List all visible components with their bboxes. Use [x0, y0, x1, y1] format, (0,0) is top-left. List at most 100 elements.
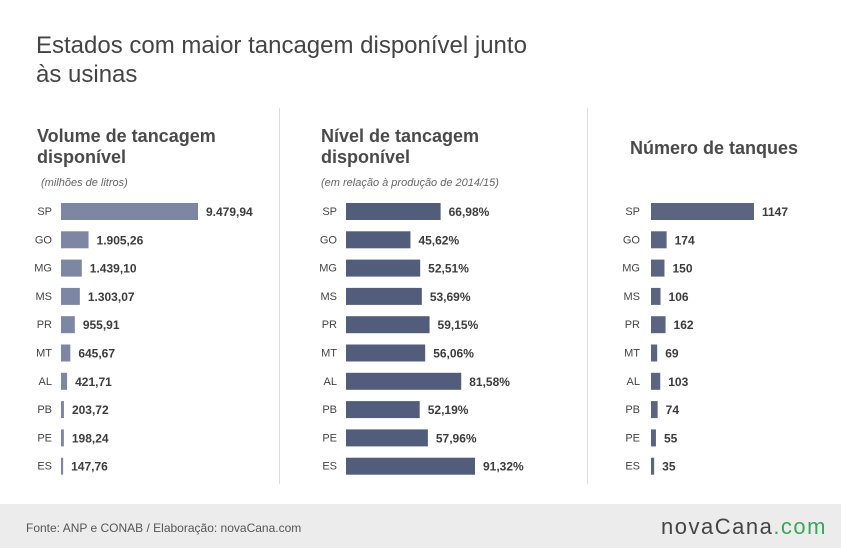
category-label: ES	[322, 461, 337, 473]
value-label: 45,62%	[418, 233, 459, 247]
category-label: MS	[321, 291, 338, 303]
category-label: PR	[322, 319, 337, 331]
category-label: MG	[622, 263, 640, 275]
category-label: GO	[35, 234, 53, 246]
category-label: MG	[34, 263, 52, 275]
brand-logo[interactable]: novaCana.com	[661, 514, 827, 540]
category-label: PB	[37, 404, 52, 416]
bar	[61, 401, 64, 419]
bar	[346, 401, 420, 419]
value-label: 198,24	[72, 431, 109, 445]
panel-title: Nível de tancagem disponível	[321, 126, 480, 167]
value-label: 59,15%	[438, 318, 479, 332]
category-label: AL	[39, 376, 52, 388]
panel-title: Volume de tancagem disponível	[37, 126, 216, 167]
page-title: Estados com maior tancagem disponível ju…	[36, 32, 527, 88]
logo-main: novaCana	[661, 514, 774, 539]
value-label: 1.303,07	[88, 290, 135, 304]
bar	[61, 429, 64, 447]
value-label: 955,91	[83, 318, 120, 332]
value-label: 1.905,26	[97, 233, 144, 247]
bar	[651, 259, 665, 277]
category-label: PE	[322, 432, 337, 444]
value-label: 56,06%	[433, 347, 474, 361]
category-label: ES	[625, 461, 640, 473]
bar	[651, 429, 656, 447]
bar	[61, 344, 71, 362]
value-label: 147,76	[71, 460, 108, 474]
logo-suffix: .com	[773, 514, 827, 539]
bar	[346, 316, 430, 334]
category-label: SP	[625, 206, 640, 218]
category-label: SP	[37, 206, 52, 218]
category-label: GO	[320, 234, 338, 246]
value-label: 55	[664, 431, 678, 445]
bar	[346, 429, 428, 447]
category-label: AL	[627, 376, 640, 388]
category-label: PR	[625, 319, 640, 331]
panel-title: Número de tanques	[630, 138, 799, 158]
bar	[346, 457, 475, 475]
value-label: 150	[672, 262, 692, 276]
bar	[651, 316, 666, 334]
bar	[346, 287, 422, 305]
category-label: SP	[322, 206, 337, 218]
value-label: 57,96%	[436, 431, 477, 445]
value-label: 69	[665, 347, 679, 361]
value-label: 645,67	[78, 347, 115, 361]
category-label: ES	[37, 461, 52, 473]
bar	[61, 287, 80, 305]
bar	[61, 259, 82, 277]
category-label: MT	[624, 348, 640, 360]
bar-chart-tanques: SP 1147 GO 174 MG 150 MS 106 PR 162 MT 69 AL 103 PB 74 P…	[622, 203, 788, 475]
value-label: 53,69%	[430, 290, 471, 304]
footer: Fonte: ANP e CONAB / Elaboração: novaCan…	[0, 504, 841, 548]
value-label: 91,32%	[483, 460, 524, 474]
category-label: PR	[37, 319, 52, 331]
divider-left	[279, 108, 280, 484]
panel-subtitle: (em relação à produção de 2014/15)	[321, 177, 499, 189]
bar-chart-volume: SP 9.479,94 GO 1.905,26 MG 1.439,10 MS 1.303,07…	[34, 203, 253, 475]
bar	[61, 231, 89, 249]
value-label: 203,72	[72, 403, 109, 417]
category-label: GO	[623, 234, 641, 246]
bar	[346, 344, 426, 362]
value-label: 66,98%	[449, 205, 490, 219]
bar	[346, 203, 441, 220]
category-label: PE	[625, 432, 640, 444]
bar	[651, 203, 754, 220]
category-label: MT	[321, 348, 337, 360]
category-label: PE	[37, 432, 52, 444]
value-label: 74	[666, 403, 680, 417]
category-label: AL	[324, 376, 337, 388]
value-label: 81,58%	[469, 375, 510, 389]
value-label: 174	[675, 233, 695, 247]
category-label: MS	[36, 291, 53, 303]
bar	[651, 344, 658, 362]
bar	[346, 231, 411, 249]
category-label: MT	[36, 348, 52, 360]
value-label: 1.439,10	[90, 262, 137, 276]
bar	[651, 457, 655, 475]
category-label: MS	[624, 291, 641, 303]
bar	[61, 316, 75, 334]
bar	[651, 372, 661, 390]
bar-chart-nivel: SP 66,98% GO 45,62% MG 52,51% MS 53,69% PR 59,15%…	[319, 203, 524, 475]
bar	[61, 372, 68, 390]
divider-right	[587, 108, 588, 484]
bar	[61, 203, 198, 220]
value-label: 106	[669, 290, 689, 304]
category-label: PB	[625, 404, 640, 416]
value-label: 35	[662, 460, 676, 474]
bar	[651, 287, 661, 305]
source-note: Fonte: ANP e CONAB / Elaboração: novaCan…	[26, 521, 302, 535]
bar	[346, 259, 421, 277]
bar	[346, 372, 462, 390]
value-label: 52,19%	[428, 403, 469, 417]
value-label: 1147	[762, 205, 788, 219]
value-label: 421,71	[75, 375, 112, 389]
value-label: 162	[674, 318, 694, 332]
panel-subtitle: (milhões de litros)	[41, 177, 128, 189]
category-label: MG	[319, 263, 337, 275]
bar	[651, 401, 658, 419]
